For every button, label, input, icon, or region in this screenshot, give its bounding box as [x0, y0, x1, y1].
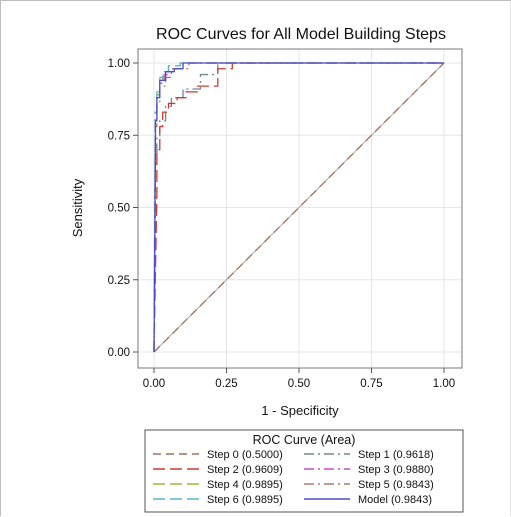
x-tick-label: 0.50 — [288, 378, 310, 390]
series-line-step-6 — [153, 62, 444, 353]
legend-label: Step 4 (0.9895) — [207, 479, 283, 491]
y-axis-ticks: 0.00 0.25 0.50 0.75 1.00 — [108, 58, 138, 359]
y-tick-label: 0.50 — [108, 203, 130, 215]
x-axis-label: 1 - Specificity — [261, 403, 339, 418]
legend-label: Step 2 (0.9609) — [207, 464, 283, 476]
legend-entry-step-3: Step 3 (0.9880) — [304, 464, 434, 476]
legend-entry-step-0: Step 0 (0.5000) — [153, 449, 283, 461]
series-line-step-2 — [153, 62, 444, 353]
roc-series-group — [153, 62, 445, 353]
legend-entry-step-6: Step 6 (0.9895) — [153, 494, 283, 506]
legend-entry-step-1: Step 1 (0.9618) — [304, 449, 434, 461]
legend-entries: Step 0 (0.5000) Step 1 (0.9618) Step 2 (0.… — [153, 449, 434, 506]
series-line-model — [153, 62, 444, 353]
legend-label: Step 5 (0.9843) — [358, 479, 434, 491]
x-tick-label: 0.00 — [143, 378, 165, 390]
legend-label: Step 6 (0.9895) — [207, 494, 283, 506]
x-tick-label: 0.75 — [360, 378, 382, 390]
y-axis-label: Sensitivity — [70, 178, 85, 237]
plot-area-frame — [137, 48, 463, 369]
chart-title: ROC Curves for All Model Building Steps — [156, 26, 446, 43]
legend-label: Model (0.9843) — [358, 494, 432, 506]
x-axis-ticks: 0.00 0.25 0.50 0.75 1.00 — [143, 368, 455, 390]
legend-entry-step-5: Step 5 (0.9843) — [304, 479, 434, 491]
series-line-step-0 — [153, 62, 445, 353]
legend: ROC Curve (Area) Step 0 (0.5000) Step 1 (… — [144, 429, 464, 513]
legend-label: Step 1 (0.9618) — [358, 449, 434, 461]
legend-entry-step-4: Step 4 (0.9895) — [153, 479, 283, 491]
x-tick-label: 1.00 — [433, 378, 455, 390]
legend-label: Step 0 (0.5000) — [207, 449, 283, 461]
y-tick-label: 0.00 — [108, 347, 130, 359]
legend-entry-step-2: Step 2 (0.9609) — [153, 464, 283, 476]
x-tick-label: 0.25 — [215, 378, 237, 390]
legend-label: Step 3 (0.9880) — [358, 464, 434, 476]
y-tick-label: 1.00 — [108, 58, 130, 70]
legend-title: ROC Curve (Area) — [253, 433, 356, 447]
y-tick-label: 0.75 — [108, 130, 130, 142]
y-tick-label: 0.25 — [108, 275, 130, 287]
legend-entry-model: Model (0.9843) — [304, 494, 432, 506]
